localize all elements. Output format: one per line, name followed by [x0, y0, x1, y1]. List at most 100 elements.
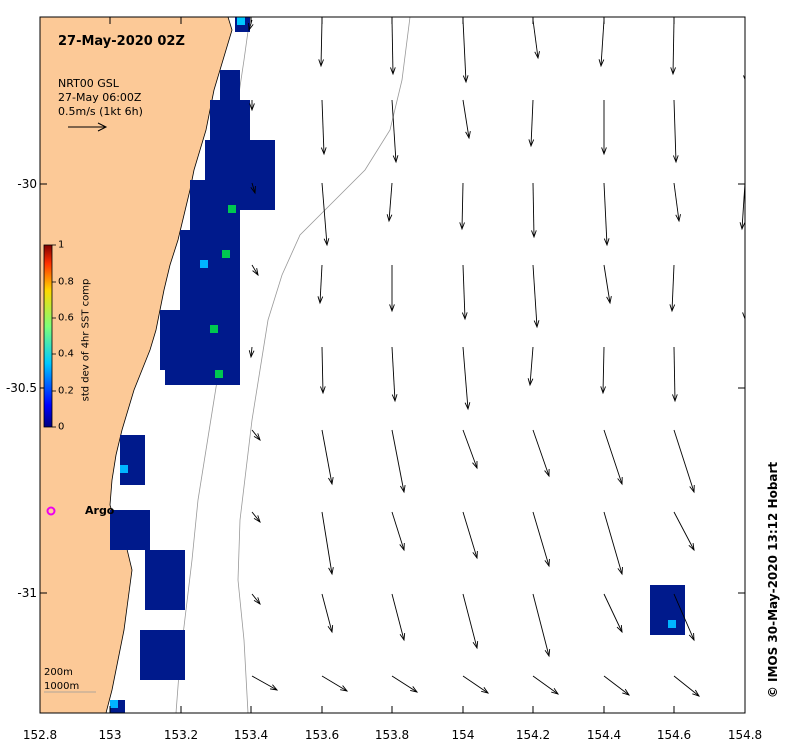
- current-arrow: [321, 429, 334, 486]
- current-arrow: [527, 346, 534, 387]
- reference-arrow-icon: [68, 122, 108, 132]
- x-tick-label: 154.2: [515, 728, 551, 742]
- sst-cell: [145, 550, 185, 610]
- reference-arrow-scale: 0.5m/s (1kt 6h): [58, 105, 143, 118]
- sst-cell: [120, 435, 145, 485]
- sst-cell: [210, 100, 250, 140]
- x-tick-label: 152.8: [22, 728, 58, 742]
- current-arrow: [532, 19, 540, 60]
- current-arrow: [317, 264, 324, 305]
- sst-cell-high: [110, 700, 118, 708]
- current-arrow: [739, 182, 745, 231]
- current-arrow: [669, 264, 676, 313]
- current-arrow: [673, 593, 695, 642]
- current-arrow: [321, 675, 349, 692]
- axis-ticks: [39, 17, 746, 713]
- colorbar-tick: 0.4: [58, 348, 74, 360]
- current-arrow: [603, 511, 623, 576]
- argo-label: Argo: [85, 504, 115, 517]
- x-tick-label: 153.8: [374, 728, 410, 742]
- current-arrow: [320, 346, 326, 395]
- current-arrow: [744, 347, 745, 404]
- current-arrow: [744, 512, 745, 514]
- isobath-1000m: [237, 17, 411, 713]
- current-arrow: [459, 182, 465, 231]
- current-arrow: [601, 100, 607, 156]
- sst-cell-high: [668, 620, 676, 628]
- current-vectors: [248, 19, 745, 697]
- current-arrow: [321, 593, 334, 634]
- current-arrow: [250, 182, 256, 195]
- sst-cell: [180, 230, 240, 310]
- current-arrow: [532, 675, 560, 695]
- depth-label-200m: 200m: [44, 667, 73, 678]
- sst-cell-high: [200, 260, 208, 268]
- colorbar-label: std dev of 4hr SST comp: [80, 278, 92, 402]
- current-arrow: [744, 594, 745, 596]
- current-arrow: [462, 99, 471, 140]
- map-title: 27-May-2020 02Z: [58, 34, 185, 49]
- current-arrow: [386, 182, 393, 223]
- credit-text: © IMOS 30-May-2020 13:12 Hobart: [766, 461, 780, 699]
- current-arrow: [248, 346, 255, 359]
- colorbar-tick: 0: [58, 421, 65, 433]
- current-arrow: [462, 19, 469, 84]
- current-arrow: [603, 593, 623, 634]
- current-arrow: [532, 429, 550, 478]
- current-arrow: [391, 346, 398, 403]
- current-arrow: [673, 182, 681, 223]
- x-tick-label: 154.6: [656, 728, 692, 742]
- current-arrow: [251, 429, 261, 442]
- sst-cell: [165, 360, 240, 385]
- current-arrow: [391, 99, 399, 164]
- current-arrow: [670, 19, 676, 76]
- colorbar-tick: 0.2: [58, 385, 74, 397]
- current-arrow: [532, 593, 551, 658]
- current-arrow: [532, 264, 540, 329]
- current-arrow: [389, 265, 395, 313]
- current-arrow: [603, 182, 610, 247]
- x-tick-label: 153: [98, 728, 122, 742]
- current-arrow: [249, 100, 255, 112]
- product-name: NRT00 GSL: [58, 77, 119, 90]
- x-tick-label: 154: [451, 728, 475, 742]
- current-arrow: [598, 19, 605, 68]
- current-arrow: [603, 264, 612, 305]
- sst-cell-high: [222, 250, 230, 258]
- current-arrow: [462, 429, 478, 470]
- current-arrow: [672, 346, 678, 403]
- sst-cell: [110, 510, 150, 550]
- current-arrow: [251, 675, 279, 691]
- current-arrow: [672, 99, 679, 164]
- current-arrow: [391, 593, 406, 642]
- sst-cell-high: [228, 205, 236, 213]
- colorbar-tick: 0.6: [58, 312, 74, 324]
- current-arrow: [532, 511, 550, 568]
- current-arrow: [742, 265, 745, 321]
- sst-cell-high: [237, 17, 245, 25]
- current-arrow: [251, 264, 259, 277]
- current-arrow: [251, 511, 261, 524]
- sst-cell-high: [215, 370, 223, 378]
- x-tick-label: 153.2: [163, 728, 199, 742]
- current-arrow: [321, 182, 330, 247]
- current-arrow: [391, 511, 405, 552]
- current-arrow: [462, 346, 471, 411]
- colorbar: [43, 244, 53, 428]
- current-arrow: [390, 19, 396, 76]
- current-arrow: [528, 99, 535, 148]
- x-tick-label: 154.4: [586, 728, 622, 742]
- sst-cell: [140, 630, 185, 680]
- current-arrow: [743, 20, 745, 81]
- y-tick-label: -30: [17, 177, 37, 191]
- product-time: 27-May 06:00Z: [58, 91, 142, 104]
- current-arrow: [603, 429, 623, 486]
- current-arrow: [531, 182, 537, 239]
- current-arrow: [744, 100, 745, 105]
- sst-std-pixels: [110, 17, 685, 713]
- current-arrow: [251, 593, 261, 606]
- current-arrow: [391, 429, 406, 494]
- current-arrow: [462, 675, 490, 694]
- x-tick-label: 153.4: [233, 728, 269, 742]
